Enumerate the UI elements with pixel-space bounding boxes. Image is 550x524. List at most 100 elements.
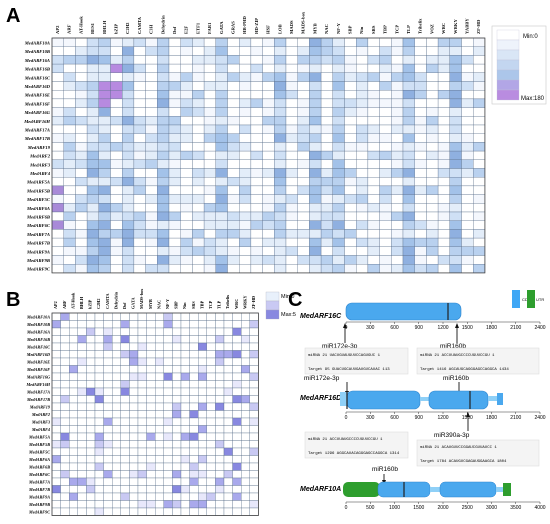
heatmap-cell [461, 255, 474, 265]
heatmap-cell [98, 124, 111, 134]
heatmap-cell [449, 90, 462, 100]
heatmap-cell [309, 220, 322, 230]
heatmap-cell [206, 432, 216, 441]
heatmap-cell [227, 72, 240, 82]
heatmap-cell [133, 211, 146, 221]
heatmap-cell [274, 246, 287, 256]
heatmap-cell [461, 177, 474, 187]
heatmap-cell [332, 72, 345, 82]
heatmap-cell [461, 185, 474, 195]
heatmap-cell [75, 255, 88, 265]
heatmap-cell [163, 410, 173, 419]
heatmap-cell [103, 492, 113, 501]
heatmap-cell [172, 387, 182, 396]
heatmap-cell [461, 107, 474, 117]
heatmap-cell [250, 81, 263, 91]
heatmap-cell [402, 185, 415, 195]
row-label: MedARF2 [29, 154, 51, 159]
heatmap-cell [461, 246, 474, 256]
cds-block [346, 390, 421, 410]
heatmap-cell [172, 335, 182, 344]
heatmap-cell [189, 500, 199, 509]
heatmap-cell [122, 142, 135, 152]
heatmap-cell [51, 237, 64, 247]
heatmap-cell [172, 440, 182, 449]
heatmap-cell [94, 447, 104, 456]
heatmap-cell [449, 185, 462, 195]
heatmap-cell [172, 492, 182, 501]
heatmap-cell [309, 264, 322, 274]
heatmap-cell [137, 470, 147, 479]
heatmap-cell [274, 255, 287, 265]
heatmap-cell [172, 477, 182, 486]
heatmap-cell [60, 432, 70, 441]
heatmap-cell [145, 55, 158, 65]
heatmap-cell [145, 220, 158, 230]
heatmap-cell [86, 417, 96, 426]
heatmap-cell [63, 220, 76, 230]
heatmap-cell [250, 116, 263, 126]
heatmap-cell [122, 81, 135, 91]
heatmap-cell [168, 98, 181, 108]
heatmap-cell [133, 90, 146, 100]
heatmap-cell [77, 417, 87, 426]
heatmap-cell [285, 81, 298, 91]
heatmap-cell [157, 229, 170, 239]
heatmap-cell [51, 372, 61, 381]
heatmap-cell [309, 159, 322, 169]
heatmap-cell [437, 142, 450, 152]
heatmap-cell [137, 417, 147, 426]
heatmap-cell [473, 255, 486, 265]
heatmap-cell [168, 124, 181, 134]
heatmap-cell [172, 327, 182, 336]
heatmap-cell [145, 63, 158, 73]
heatmap-cell [168, 90, 181, 100]
heatmap-cell [103, 440, 113, 449]
heatmap-cell [122, 203, 135, 213]
heatmap-cell [180, 507, 190, 516]
heatmap-cell [86, 425, 96, 434]
heatmap-cell [402, 194, 415, 204]
column-label: NAC [156, 300, 161, 309]
utr-label: UTR [536, 297, 544, 302]
heatmap-cell [344, 237, 357, 247]
heatmap-cell [391, 81, 404, 91]
heatmap-cell [180, 350, 190, 359]
heatmap-cell [198, 342, 207, 351]
heatmap-cell [172, 365, 182, 374]
heatmap-cell [98, 185, 111, 195]
heatmap-cell [414, 72, 427, 82]
row-label: MedARF5A [26, 180, 50, 185]
heatmap-cell [344, 107, 357, 117]
heatmap-cell [112, 387, 121, 396]
heatmap-cell [215, 168, 228, 178]
heatmap-cell [249, 477, 259, 486]
mirna-label: miR160b [372, 466, 398, 473]
heatmap-cell [168, 81, 181, 91]
heatmap-cell [155, 477, 164, 486]
column-label: ARF [67, 24, 72, 34]
heatmap-cell [473, 116, 486, 126]
heatmap-cell [60, 410, 70, 419]
heatmap-cell [215, 72, 228, 82]
alignment-mirna: miRNA 21 UACUGUAUGUUCCAGUGUC 1 [308, 353, 381, 358]
column-label: FAR1 [207, 22, 212, 34]
column-label: SBP [348, 25, 353, 34]
heatmap-cell [63, 194, 76, 204]
heatmap-cell [250, 203, 263, 213]
heatmap-cell [239, 168, 252, 178]
row-label: MedARF7B [28, 487, 50, 492]
heatmap-cell [192, 194, 205, 204]
row-label: MedARF9A [28, 495, 50, 500]
heatmap-cell [180, 320, 190, 329]
heatmap-cell [133, 46, 146, 56]
legend-min-label: Min:0 [281, 294, 294, 300]
heatmap-cell [155, 455, 164, 464]
heatmap-cell [203, 159, 216, 169]
heatmap-cell [206, 507, 216, 516]
heatmap-cell [344, 177, 357, 187]
heatmap-cell [227, 220, 240, 230]
heatmap-cell [473, 98, 486, 108]
heatmap-cell [249, 312, 259, 321]
heatmap-cell [129, 357, 139, 366]
